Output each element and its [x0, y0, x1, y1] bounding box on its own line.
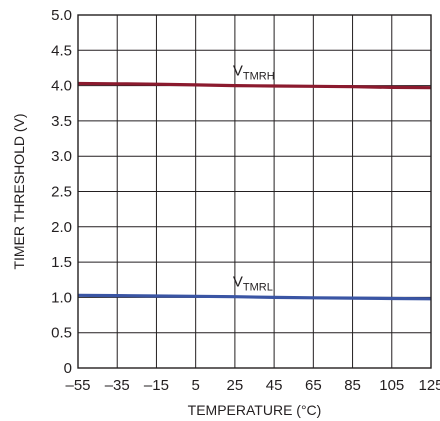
plot-border	[77, 14, 432, 369]
y-tick-label: 1.5	[51, 254, 72, 271]
y-tick-label: 4.0	[51, 78, 72, 95]
x-tick-label: 125	[418, 377, 440, 394]
y-tick-label: 3.0	[51, 148, 72, 165]
series-label-subscript: TMRH	[243, 71, 275, 83]
y-tick-labels: 0 0.5 1.0 1.5 2.0 2.5 3.0 3.5 4.0 4.5 5.0	[51, 7, 72, 377]
y-tick-label: 2.0	[51, 219, 72, 236]
x-tick-label: 25	[227, 377, 244, 394]
y-tick-label: 0	[64, 360, 72, 377]
y-tick-label: 2.5	[51, 184, 72, 201]
x-axis-title: TEMPERATURE (°C)	[188, 402, 322, 418]
y-tick-label: 5.0	[51, 7, 72, 24]
x-tick-labels: –55 –35 –15 5 25 45 65 85 105 125	[65, 377, 440, 394]
x-tick-label: 85	[344, 377, 361, 394]
plot-frame	[77, 14, 432, 369]
x-tick-label: –15	[144, 377, 169, 394]
series-layer	[77, 81, 432, 301]
series-label-tmrl: VTMRL	[233, 274, 273, 294]
series-label-subscript: TMRL	[243, 282, 273, 294]
y-tick-label: 1.0	[51, 289, 72, 306]
grid	[78, 15, 431, 368]
x-tick-label: –35	[105, 377, 130, 394]
series-line-tmrl	[77, 293, 432, 301]
series-line-tmrh	[77, 81, 432, 90]
y-tick-label: 3.5	[51, 113, 72, 130]
series-label-main: V	[233, 63, 243, 80]
y-tick-label: 0.5	[51, 325, 72, 342]
x-tick-label: 105	[379, 377, 404, 394]
x-tick-label: 65	[305, 377, 322, 394]
y-axis-title: TIMER THRESHOLD (V)	[11, 113, 27, 269]
x-tick-label: –55	[65, 377, 90, 394]
x-tick-label: 45	[266, 377, 283, 394]
series-label-tmrh: VTMRH	[233, 63, 275, 83]
series-label-main: V	[233, 274, 243, 291]
y-tick-label: 4.5	[51, 42, 72, 59]
x-tick-label: 5	[191, 377, 199, 394]
